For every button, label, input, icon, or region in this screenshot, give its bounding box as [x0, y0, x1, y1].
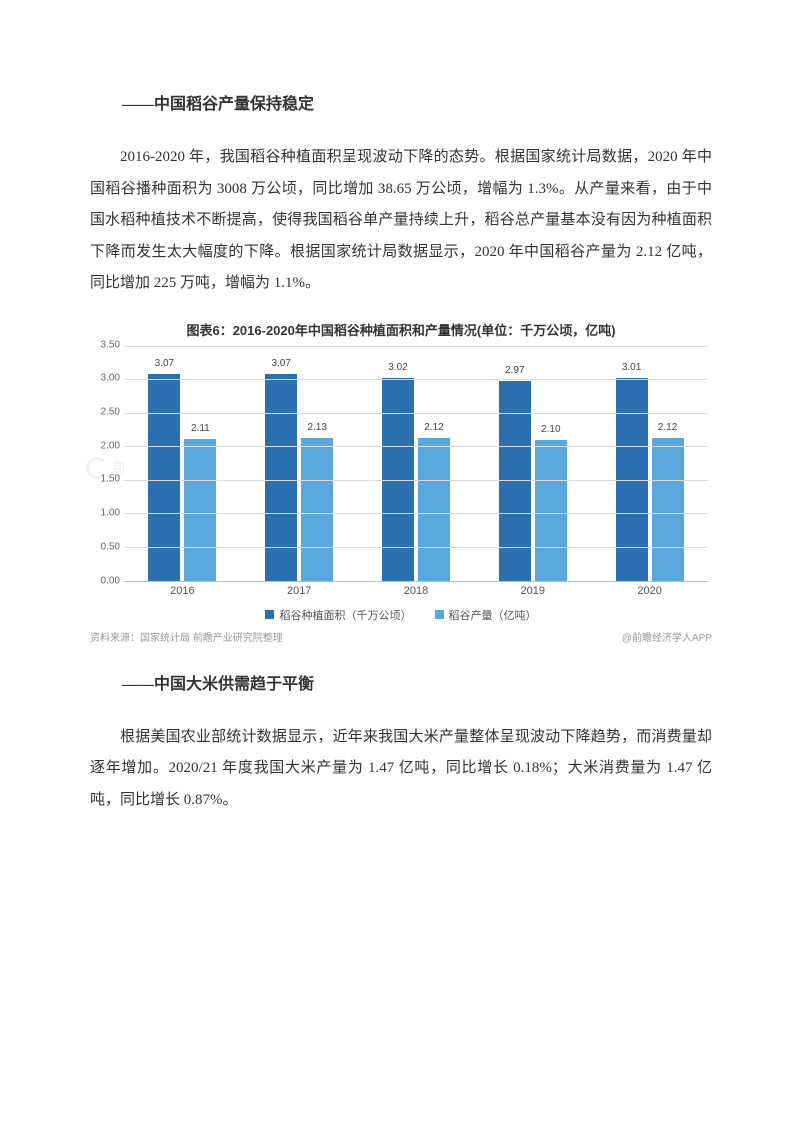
y-tick-label: 3.50 [101, 339, 120, 350]
grid-line [124, 480, 708, 481]
grid-line [124, 413, 708, 414]
plot-grid: 3.072.113.072.133.022.122.972.103.012.12 [124, 345, 708, 581]
legend-item-area: 稻谷种植面积（千万公顷） [265, 607, 411, 623]
bar-value-label: 3.07 [155, 358, 174, 369]
bar: 3.07 [265, 374, 297, 580]
y-tick-label: 3.00 [101, 373, 120, 384]
x-tick-label: 2020 [591, 581, 708, 605]
bar: 2.12 [652, 438, 684, 580]
legend-swatch-icon [265, 610, 274, 619]
bar: 2.97 [499, 381, 531, 580]
bar-value-label: 2.97 [505, 365, 524, 376]
x-axis: 20162017201820192020 [124, 581, 708, 605]
bar: 2.13 [301, 438, 333, 581]
bar: 2.10 [535, 440, 567, 581]
bar-value-label: 2.11 [191, 423, 210, 434]
section2-paragraph: 根据美国农业部统计数据显示，近年来我国大米产量整体呈现波动下降趋势，而消费量却逐… [90, 722, 712, 817]
bar-value-label: 3.07 [271, 358, 290, 369]
grid-line [124, 379, 708, 380]
grid-line [124, 513, 708, 514]
y-tick-label: 1.50 [101, 474, 120, 485]
bar-group: 3.02 2.12 [358, 346, 475, 581]
bars-row: 3.072.113.072.133.022.122.972.103.012.12 [124, 346, 708, 581]
grid-line [124, 446, 708, 447]
chart-source-row: 资料来源：国家统计局 前瞻产业研究院整理 @前瞻经济学人APP [90, 629, 712, 644]
y-tick-label: 0.50 [101, 541, 120, 552]
bar: 3.07 [148, 374, 180, 580]
y-tick-label: 2.00 [101, 440, 120, 451]
bar-group: 2.972.10 [474, 346, 591, 581]
bar-value-label: 2.12 [658, 422, 677, 433]
legend-swatch-icon [435, 610, 444, 619]
y-tick-label: 0.00 [101, 575, 120, 586]
bar-value-label: 2.13 [307, 422, 326, 433]
bar-value-label: 2.10 [541, 424, 560, 435]
bar-value-label: 3.01 [622, 362, 641, 373]
y-tick-label: 2.50 [101, 406, 120, 417]
x-tick-label: 2017 [241, 581, 358, 605]
section1-heading: ——中国稻谷产量保持稳定 [90, 90, 712, 114]
chart6-container: 图表6：2016-2020年中国稻谷种植面积和产量情况(单位：千万公顷，亿吨) … [90, 320, 712, 644]
chart-attribution: @前瞻经济学人APP [622, 629, 712, 644]
bar: 2.11 [184, 439, 216, 581]
y-axis: 0.000.501.001.502.002.503.003.50 [90, 345, 124, 581]
legend-label: 稻谷产量（亿吨） [449, 607, 537, 623]
legend-item-output: 稻谷产量（亿吨） [435, 607, 537, 623]
legend-label: 稻谷种植面积（千万公顷） [279, 607, 411, 623]
grid-line [124, 346, 708, 347]
bar-value-label: 3.02 [388, 362, 407, 373]
section2-heading: ——中国大米供需趋于平衡 [90, 670, 712, 694]
section1-paragraph: 2016-2020 年，我国稻谷种植面积呈现波动下降的态势。根据国家统计局数据，… [90, 142, 712, 300]
bar-group: 3.072.13 [241, 346, 358, 581]
y-tick-label: 1.00 [101, 508, 120, 519]
chart-plot-area: 前瞻产业研究院 前瞻产业研究院 0.000.501.001.502.002.50… [90, 345, 712, 605]
x-tick-label: 2019 [474, 581, 591, 605]
x-tick-label: 2018 [358, 581, 475, 605]
x-tick-label: 2016 [124, 581, 241, 605]
bar-group: 3.072.11 [124, 346, 241, 581]
bar-value-label: 2.12 [424, 422, 443, 433]
chart-source: 资料来源：国家统计局 前瞻产业研究院整理 [90, 629, 283, 644]
chart-legend: 稻谷种植面积（千万公顷） 稻谷产量（亿吨） [90, 607, 712, 623]
bar: 2.12 [418, 438, 450, 580]
chart-title: 图表6：2016-2020年中国稻谷种植面积和产量情况(单位：千万公顷，亿吨) [90, 320, 712, 339]
bar-group: 3.01 2.12 [591, 346, 708, 581]
grid-line [124, 547, 708, 548]
